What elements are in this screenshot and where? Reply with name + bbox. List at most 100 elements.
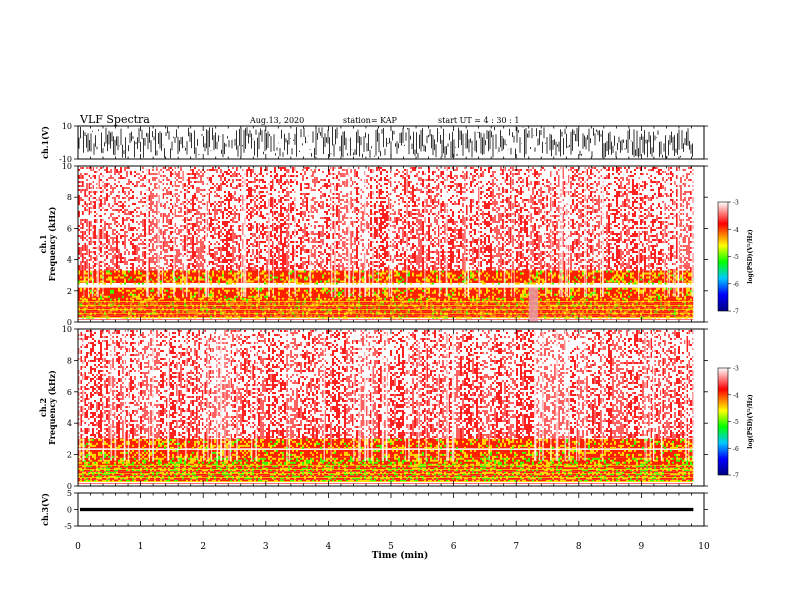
noise-column [348, 330, 350, 442]
noise-column [454, 169, 456, 277]
noise-column [90, 330, 92, 440]
noise-column [440, 334, 442, 444]
noise-column [672, 332, 674, 446]
noise-column [152, 169, 154, 279]
date-label: Aug.13, 2020 [249, 116, 304, 125]
noise-column [200, 171, 202, 281]
noise-column [100, 330, 102, 440]
noise-column [354, 330, 356, 440]
y-tick-label: 0 [67, 506, 72, 515]
noise-column [132, 330, 134, 446]
x-tick-label: 5 [388, 542, 394, 552]
noise-column [506, 332, 508, 446]
colorbar-label: log(PSD)(V²/Hz) [747, 229, 754, 284]
noise-column [470, 330, 472, 446]
noise-column [472, 330, 474, 444]
noise-column [612, 167, 614, 281]
noise-column [616, 167, 618, 283]
noise-column [574, 169, 576, 283]
noise-column [462, 330, 464, 446]
noise-column [134, 334, 136, 446]
noise-column [434, 171, 436, 277]
figure-title: VLF Spectra [79, 113, 150, 126]
colorbar [717, 367, 729, 476]
noise-column [252, 334, 254, 434]
noise-column [528, 169, 530, 279]
noise-column [234, 171, 236, 283]
y-tick-label: 2 [67, 287, 72, 296]
noise-column [562, 336, 564, 446]
noise-column [90, 167, 92, 283]
colorbar-tick-label: -3 [733, 366, 739, 373]
noise-column [252, 169, 254, 283]
noise-column [426, 179, 428, 283]
noise-column [228, 169, 230, 283]
noise-column [390, 338, 392, 446]
noise-column [476, 169, 478, 283]
noise-column [532, 330, 534, 446]
noise-column [260, 330, 262, 446]
noise-column [308, 332, 310, 444]
noise-column [596, 169, 598, 283]
noise-column [116, 330, 118, 446]
noise-column [280, 167, 282, 281]
noise-column [500, 336, 502, 444]
noise-column [170, 167, 172, 283]
noise-column [360, 330, 362, 446]
noise-column [280, 330, 282, 446]
noise-column [210, 169, 212, 283]
noise-column [452, 167, 454, 283]
noise-column [154, 173, 156, 283]
noise-column [676, 332, 678, 446]
noise-column [418, 167, 420, 283]
time-axis: 0 1 2 3 4 5 6 7 8 9 10 [75, 542, 710, 552]
noise-column [664, 332, 666, 446]
noise-column [380, 330, 382, 446]
noise-column [458, 338, 460, 444]
noise-column [150, 173, 152, 283]
noise-column [192, 169, 194, 283]
noise-column [592, 332, 594, 444]
noise-column [420, 338, 422, 446]
noise-column [604, 334, 606, 446]
noise-column [132, 183, 134, 283]
noise-column [486, 334, 488, 446]
noise-column [606, 332, 608, 444]
noise-column [314, 336, 316, 446]
noise-column [594, 332, 596, 446]
noise-column [156, 330, 158, 444]
noise-column [678, 332, 680, 446]
noise-column [126, 167, 128, 283]
noise-column [180, 167, 182, 279]
noise-column [84, 173, 86, 277]
noise-column [108, 171, 110, 283]
noise-column [310, 330, 312, 444]
noise-column [626, 330, 628, 446]
noise-column [456, 167, 458, 277]
noise-column [82, 167, 84, 283]
noise-column [138, 173, 140, 283]
noise-column [518, 169, 520, 283]
noise-column [262, 334, 264, 446]
colorbar-tick-label: -5 [733, 254, 739, 261]
noise-column [276, 334, 278, 440]
noise-column [296, 171, 298, 283]
noise-column [634, 334, 636, 444]
noise-column [658, 330, 660, 446]
y-axis-label: Frequency (kHz) [47, 370, 57, 445]
no-data-region [693, 166, 704, 322]
noise-column [412, 167, 414, 283]
noise-column [226, 171, 228, 281]
y-tick-label: -5 [64, 522, 72, 531]
noise-column [340, 346, 342, 444]
noise-column [570, 336, 572, 446]
ch1-spectrogram-panel: 0 2 4 6 8 10 ch.1 Frequency (kHz) [38, 162, 708, 327]
noise-column [528, 330, 530, 446]
colorbar-tick-label: -5 [733, 419, 739, 426]
noise-column [98, 340, 100, 442]
noise-column [160, 169, 162, 283]
y-axis-label: ch.1(V) [40, 126, 50, 159]
noise-column [104, 169, 106, 283]
noise-column [402, 171, 404, 283]
